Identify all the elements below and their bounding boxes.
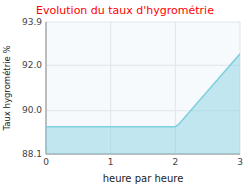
grid <box>46 22 240 154</box>
line <box>46 54 240 127</box>
tick-label: 93.9 <box>22 17 42 27</box>
x-axis-label: heure par heure <box>103 173 184 184</box>
tick-label: 2 <box>172 157 178 167</box>
chart: 88.1 90.0 92.0 93.9 0 1 2 3 Evolution du taux d'… <box>0 0 250 188</box>
title: Evolution du taux d'hygrométrie <box>36 4 214 17</box>
grid-line <box>46 22 240 23</box>
tick-label: 92.0 <box>22 60 42 70</box>
plot-background <box>46 22 240 154</box>
axes: 88.1 90.0 92.0 93.9 0 1 2 3 <box>22 17 243 168</box>
y-axis-label: Taux hygrométrie % <box>2 45 12 131</box>
chart-container: 88.1 90.0 92.0 93.9 0 1 2 3 Evolution du taux d'… <box>0 0 250 188</box>
grid-line <box>46 65 240 66</box>
area <box>46 54 240 154</box>
data-area <box>46 54 240 154</box>
tick-label: 0 <box>43 157 49 167</box>
tick-label: 90.0 <box>22 105 42 115</box>
tick-label: 3 <box>237 157 243 167</box>
tick-label: 1 <box>108 157 114 167</box>
tick-label: 88.1 <box>22 149 42 159</box>
